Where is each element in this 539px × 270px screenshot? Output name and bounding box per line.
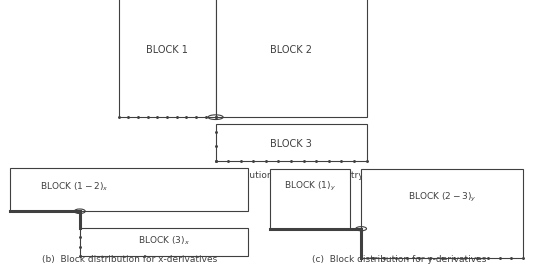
- Bar: [270, 169, 350, 229]
- Text: (c)  Block distribution for y-derivatives: (c) Block distribution for y-derivatives: [312, 255, 486, 264]
- Text: BLOCK $(2-3)_y$: BLOCK $(2-3)_y$: [407, 191, 476, 204]
- Text: (b)  Block distribution for x-derivatives: (b) Block distribution for x-derivatives: [42, 255, 217, 264]
- Text: BLOCK $(3)_x$: BLOCK $(3)_x$: [138, 235, 190, 247]
- Bar: [361, 169, 523, 258]
- Text: BLOCK 1: BLOCK 1: [146, 45, 188, 55]
- Text: BLOCK 3: BLOCK 3: [270, 139, 312, 149]
- Bar: [216, 124, 367, 161]
- Text: BLOCK $(1-2)_x$: BLOCK $(1-2)_x$: [40, 180, 109, 193]
- Bar: [10, 168, 248, 211]
- Text: BLOCK $(1)_y$: BLOCK $(1)_y$: [284, 180, 336, 193]
- Bar: [80, 228, 248, 256]
- Bar: [216, 0, 367, 117]
- Bar: [119, 0, 216, 117]
- Text: (a)  Block distribution to def­ne geometry: (a) Block distribution to def­ne geometr…: [175, 171, 364, 180]
- Text: BLOCK 2: BLOCK 2: [270, 45, 312, 55]
